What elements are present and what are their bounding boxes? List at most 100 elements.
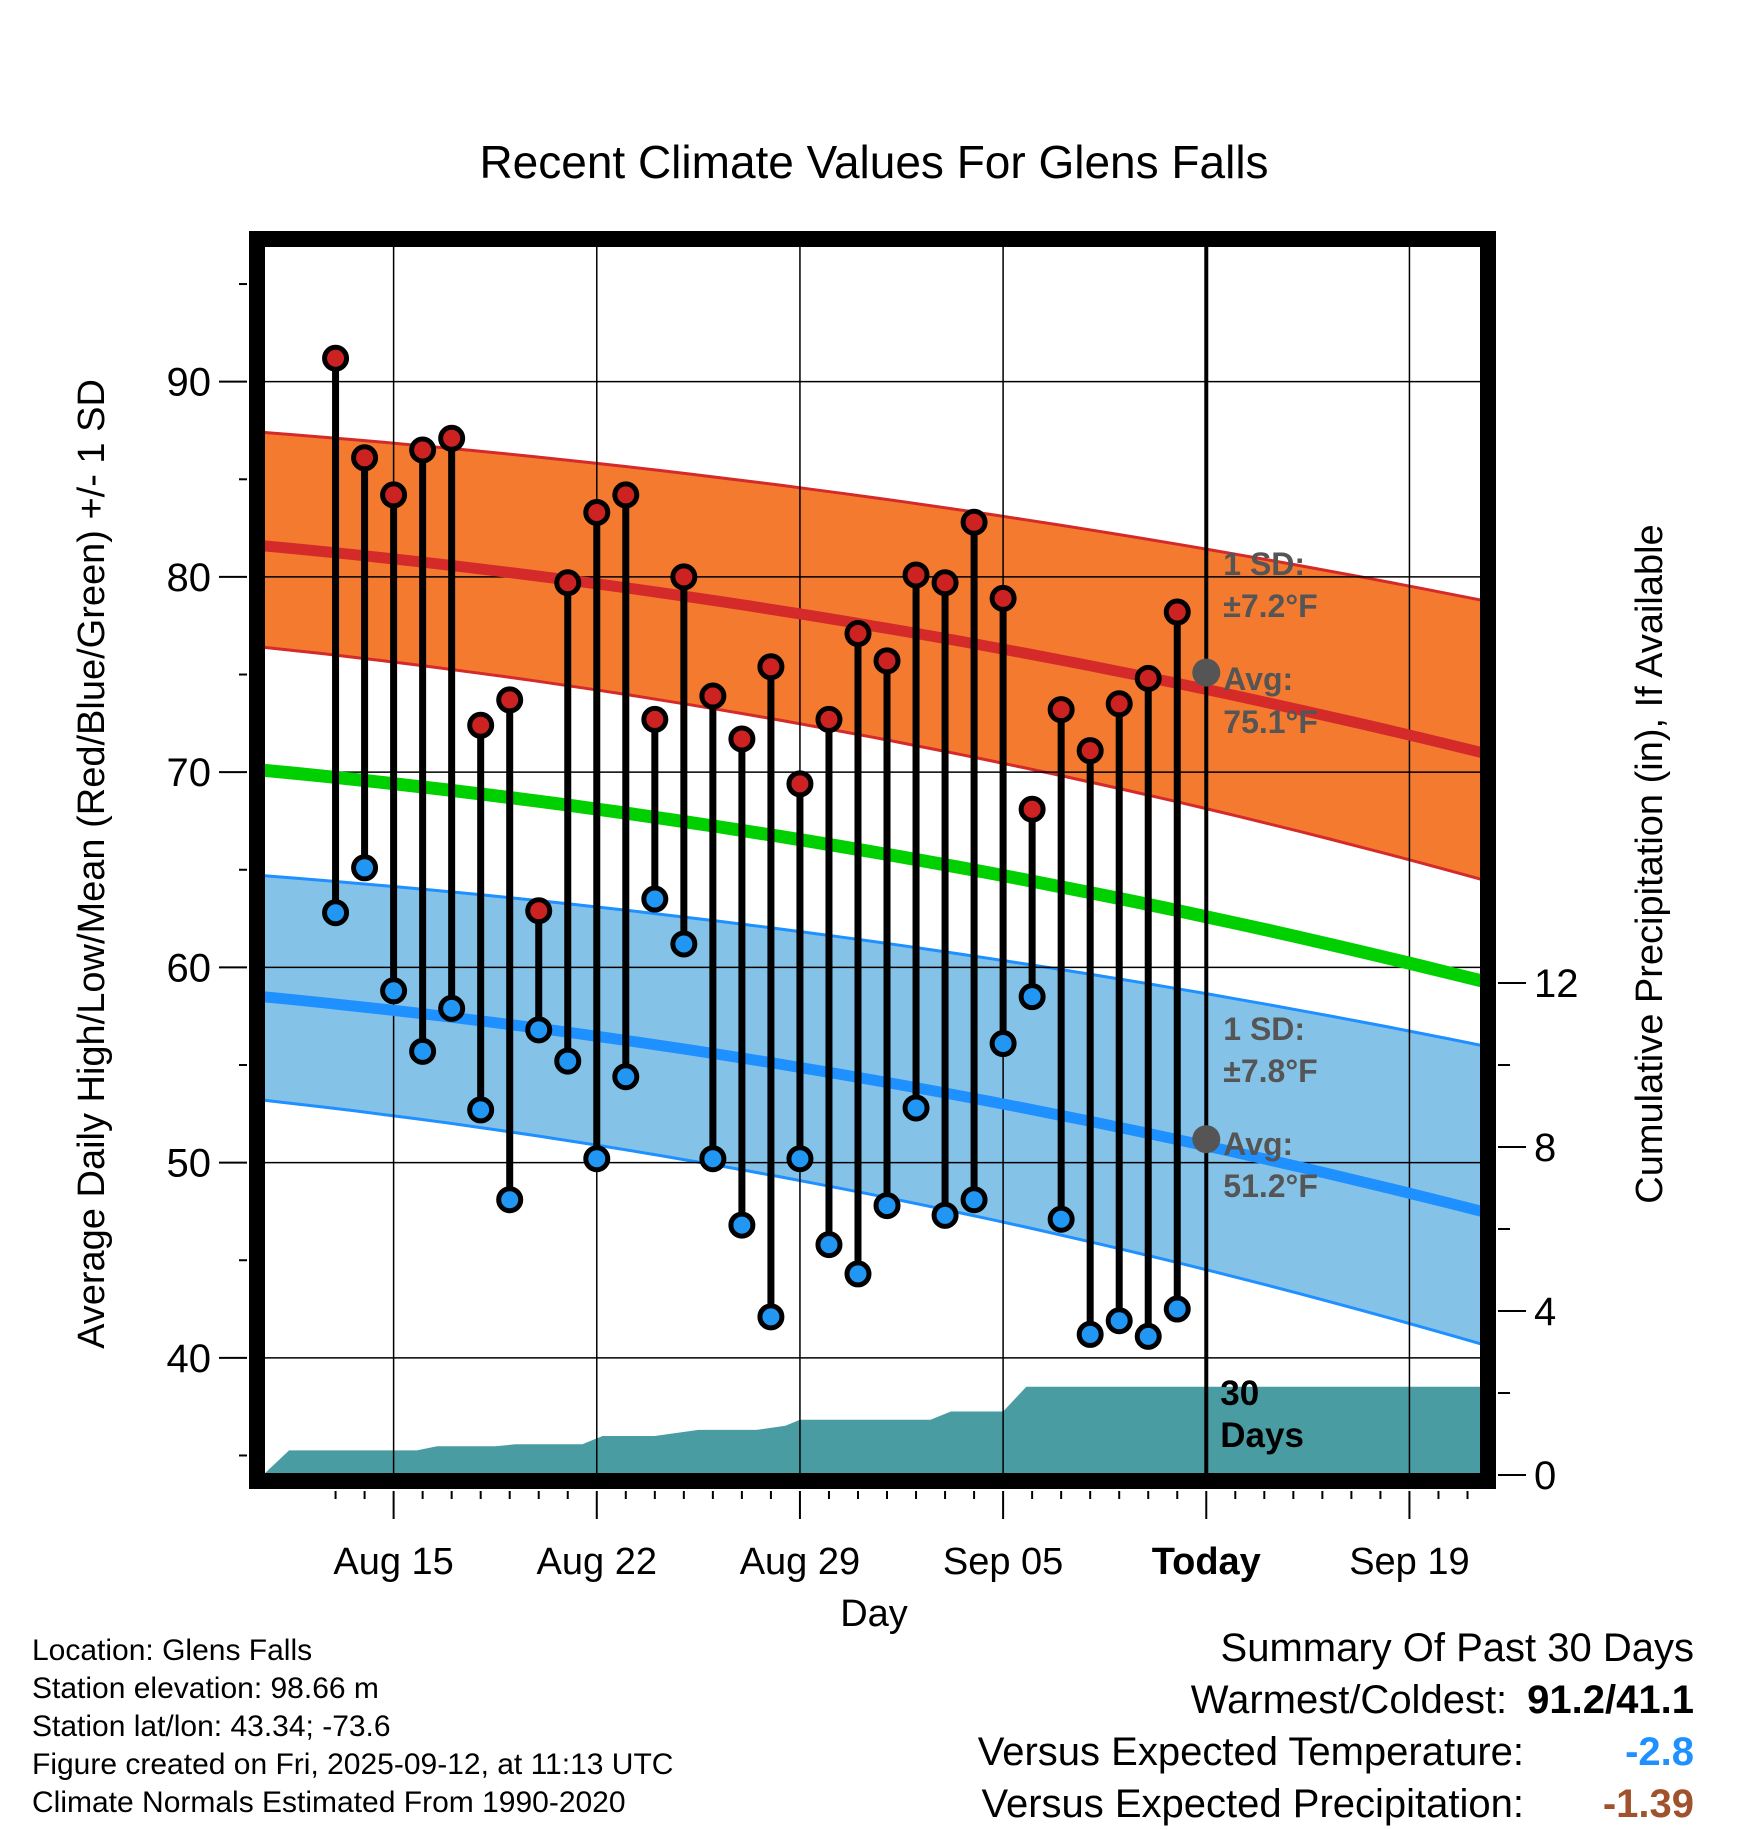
summary-precip-label: Versus Expected Precipitation: — [981, 1782, 1524, 1826]
y-tick-label: 40 — [167, 1337, 212, 1381]
x-tick-label: Today — [1152, 1541, 1261, 1583]
summary-warm-label: Warmest/Coldest: — [1190, 1678, 1508, 1722]
daily-high-point — [612, 481, 640, 509]
daily-high-point — [554, 569, 582, 597]
daily-low-point — [989, 1030, 1017, 1058]
y2-tick-label: 8 — [1534, 1126, 1556, 1170]
summary-temp-value: -2.8 — [1625, 1730, 1694, 1774]
daily-high-point — [1105, 690, 1133, 718]
daily-high-point — [525, 897, 553, 925]
daily-low-point — [815, 1231, 843, 1259]
low-sd-value: ±7.8°F — [1223, 1053, 1317, 1089]
y-tick-label: 60 — [167, 946, 212, 990]
daily-high-point — [351, 444, 379, 472]
summary-temperature: Versus Expected Temperature: -2.8 — [978, 1726, 1694, 1778]
high-avg-label: Avg: — [1223, 661, 1293, 697]
daily-high-point — [989, 584, 1017, 612]
summary-precip-value: -1.39 — [1602, 1782, 1694, 1826]
daily-high-point — [1076, 737, 1104, 765]
daily-high-point — [496, 686, 524, 714]
low-sd-upper-line — [263, 874, 1482, 1047]
y-tick-label: 50 — [167, 1142, 212, 1186]
daily-high-point — [467, 711, 495, 739]
high-sd-value: ±7.2°F — [1223, 588, 1317, 624]
daily-high-point — [1163, 598, 1191, 626]
daily-low-point — [322, 899, 350, 927]
daily-high-point — [699, 682, 727, 710]
high-avg-value: 75.1°F — [1223, 704, 1318, 740]
y-tick-label: 70 — [167, 751, 212, 795]
info-normals: Climate Normals Estimated From 1990-2020 — [32, 1786, 626, 1819]
high-sd-lower-line — [263, 645, 1482, 881]
precip-label-line1: 30 — [1220, 1374, 1259, 1413]
x-tick-label: Sep 19 — [1349, 1541, 1469, 1583]
y-tick-label: 90 — [167, 361, 212, 405]
daily-high-point — [583, 498, 611, 526]
daily-low-point — [1076, 1320, 1104, 1348]
plot-content — [263, 245, 1482, 1475]
daily-low-point — [1105, 1307, 1133, 1335]
daily-high-point — [844, 620, 872, 648]
info-created: Figure created on Fri, 2025-09-12, at 11… — [32, 1748, 674, 1781]
daily-high-point — [1047, 696, 1075, 724]
daily-low-point — [1163, 1295, 1191, 1323]
daily-high-point — [815, 705, 843, 733]
daily-low-point — [699, 1145, 727, 1173]
plot-frame — [249, 231, 1496, 1489]
daily-high-point — [728, 725, 756, 753]
daily-high-point — [757, 653, 785, 681]
y-axis-label: Average Daily High/Low/Mean (Red/Blue/Gr… — [71, 379, 113, 1349]
x-tick-label: Aug 15 — [333, 1541, 453, 1583]
summary-warm-value: 91.2/41.1 — [1527, 1678, 1694, 1722]
y2-tick-label: 4 — [1534, 1290, 1556, 1334]
daily-low-point — [612, 1063, 640, 1091]
daily-high-point — [902, 561, 930, 589]
daily-high-point — [786, 770, 814, 798]
daily-high-point — [960, 508, 988, 536]
today-low-avg-marker — [1192, 1125, 1221, 1154]
daily-low-point — [380, 977, 408, 1005]
daily-high-point — [670, 563, 698, 591]
y2-tick-label: 12 — [1534, 962, 1579, 1006]
low-sd-band — [263, 875, 1482, 1345]
daily-low-point — [902, 1094, 930, 1122]
summary-temp-label: Versus Expected Temperature: — [977, 1730, 1524, 1774]
low-avg-label: Avg: — [1223, 1126, 1293, 1162]
chart-title: Recent Climate Values For Glens Falls — [479, 136, 1268, 188]
station-info: Location: Glens Falls Station elevation:… — [32, 1632, 673, 1822]
daily-low-point — [438, 994, 466, 1022]
daily-high-point — [641, 705, 669, 733]
x-tick-label: Aug 29 — [740, 1541, 860, 1583]
daily-high-point — [380, 481, 408, 509]
daily-low-point — [786, 1145, 814, 1173]
daily-low-point — [670, 930, 698, 958]
x-tick-label: Aug 22 — [537, 1541, 657, 1583]
today-high-avg-marker — [1192, 658, 1221, 687]
daily-low-point — [554, 1047, 582, 1075]
summary-panel: Summary Of Past 30 Days Warmest/Coldest:… — [978, 1622, 1694, 1830]
climate-chart: Recent Climate Values For Glens Falls 1 … — [71, 136, 1671, 1635]
low-sd-lower-line — [263, 1098, 1482, 1346]
daily-low-point — [467, 1096, 495, 1124]
daily-low-point — [844, 1260, 872, 1288]
summary-title: Summary Of Past 30 Days — [1220, 1626, 1694, 1670]
y-tick-label: 80 — [167, 556, 212, 600]
daily-high-point — [1134, 664, 1162, 692]
daily-low-point — [1134, 1322, 1162, 1350]
high-sd-band — [263, 432, 1482, 880]
daily-low-point — [873, 1192, 901, 1220]
y2-axis-label: Cumulative Precipitation (in), If Availa… — [1629, 524, 1671, 1203]
daily-low-point — [351, 854, 379, 882]
daily-low-point — [728, 1211, 756, 1239]
daily-high-point — [409, 436, 437, 464]
summary-precipitation: Versus Expected Precipitation: -1.39 — [978, 1778, 1694, 1830]
daily-high-point — [873, 647, 901, 675]
daily-high-point — [322, 344, 350, 372]
x-axis-label: Day — [840, 1593, 908, 1635]
mean-normal-line — [263, 763, 1482, 988]
daily-low-point — [960, 1186, 988, 1214]
info-location: Location: Glens Falls — [32, 1634, 313, 1667]
daily-low-point — [1047, 1205, 1075, 1233]
daily-high-point — [1018, 795, 1046, 823]
precip-area — [263, 1386, 1482, 1475]
